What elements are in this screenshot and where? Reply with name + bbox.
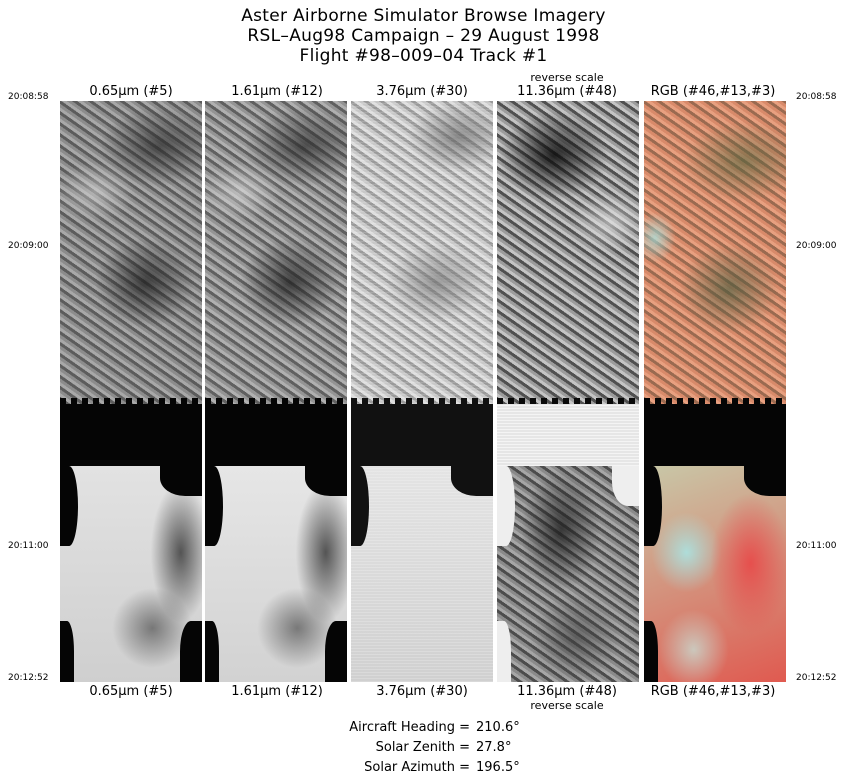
image-strip-band-30 <box>351 101 493 682</box>
title-line-2: RSL–Aug98 Campaign – 29 August 1998 <box>247 26 600 46</box>
time-label-start-left: 20:08:58 <box>8 92 49 102</box>
image-strip-band-5 <box>60 101 202 682</box>
time-label-2-right: 20:09:00 <box>796 241 837 251</box>
time-label-3-left: 20:11:00 <box>8 541 49 551</box>
band-label-top-4: 11.36μm (#48) <box>517 84 617 99</box>
band-label-bottom-5: RGB (#46,#13,#3) <box>650 684 776 699</box>
band-label-bottom-2: 1.61μm (#12) <box>231 684 323 699</box>
zenith-value: 27.8° <box>476 740 512 755</box>
time-label-3-right: 20:11:00 <box>796 541 837 551</box>
band-label-bottom-4: 11.36μm (#48) <box>517 684 617 699</box>
band-label-top-5: RGB (#46,#13,#3) <box>650 84 776 99</box>
image-strip-rgb-composite <box>644 101 786 682</box>
azimuth-label: Solar Azimuth = <box>364 760 470 775</box>
zenith-label: Solar Zenith = <box>375 740 470 755</box>
heading-label: Aircraft Heading = <box>349 720 470 735</box>
band-label-bottom-3: 3.76μm (#30) <box>376 684 468 699</box>
image-strip-band-48 <box>497 101 639 682</box>
band-label-top-3: 3.76μm (#30) <box>376 84 468 99</box>
band-note-bottom-4: reverse scale <box>530 699 604 712</box>
band-note-top-4: reverse scale <box>530 71 604 84</box>
band-label-top-1: 0.65μm (#5) <box>89 84 173 99</box>
title-line-3: Flight #98–009–04 Track #1 <box>299 46 548 66</box>
title-line-1: Aster Airborne Simulator Browse Imagery <box>241 6 606 26</box>
time-label-end-left: 20:12:52 <box>8 673 49 683</box>
time-label-start-right: 20:08:58 <box>796 92 837 102</box>
time-label-2-left: 20:09:00 <box>8 241 49 251</box>
heading-value: 210.6° <box>476 720 520 735</box>
azimuth-value: 196.5° <box>476 760 520 775</box>
image-strip-band-12 <box>205 101 347 682</box>
band-label-bottom-1: 0.65μm (#5) <box>89 684 173 699</box>
band-label-top-2: 1.61μm (#12) <box>231 84 323 99</box>
time-label-end-right: 20:12:52 <box>796 673 837 683</box>
